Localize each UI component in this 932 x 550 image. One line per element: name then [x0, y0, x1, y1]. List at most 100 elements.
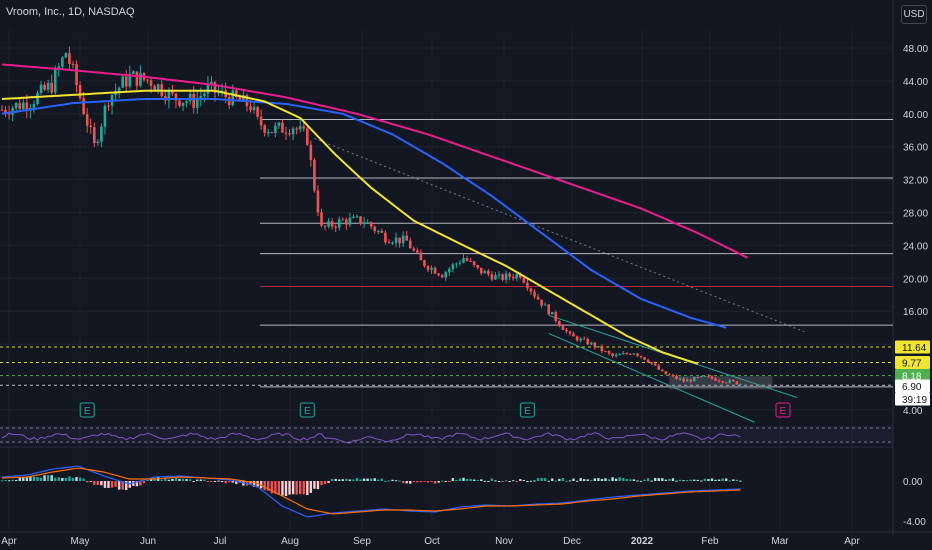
candle-body	[586, 338, 590, 345]
macd-histogram-bar	[433, 481, 437, 484]
candle-body	[373, 226, 377, 231]
candle-body	[682, 378, 685, 382]
macd-histogram-bar	[309, 481, 313, 493]
candle-body	[89, 125, 93, 128]
candle-body	[501, 274, 504, 280]
candle-body	[561, 325, 565, 330]
macd-histogram-bar	[291, 481, 295, 495]
dotted-trendline	[314, 138, 805, 333]
macd-histogram-bar	[682, 480, 685, 482]
candle-body	[526, 282, 529, 289]
candle-body	[685, 379, 689, 382]
macd-histogram-bar	[171, 478, 174, 481]
candle-body	[252, 107, 256, 111]
candle-body	[7, 112, 11, 115]
candle-body	[39, 84, 43, 93]
macd-histogram-bar	[86, 481, 89, 483]
candle-body	[320, 212, 323, 226]
candle-body	[646, 359, 650, 363]
candle-body	[543, 304, 547, 306]
macd-histogram-bar	[306, 481, 309, 496]
currency-button[interactable]: USD	[901, 5, 927, 24]
candle-body	[124, 76, 128, 87]
candle-body	[643, 357, 646, 360]
macd-histogram-bar	[338, 479, 341, 481]
macd-histogram-bar	[710, 478, 714, 481]
candle-body	[171, 90, 174, 94]
macd-histogram-bar	[643, 479, 646, 481]
macd-histogram-bar	[565, 480, 568, 482]
candle-body	[50, 82, 53, 93]
candle-body	[724, 382, 728, 384]
price-label: 39:19	[902, 395, 927, 406]
candle-body	[192, 93, 195, 108]
macd-histogram-bar	[646, 478, 650, 481]
macd-histogram-bar	[483, 480, 486, 482]
candle-body	[469, 260, 472, 262]
macd-histogram-bar	[561, 477, 565, 481]
candle-body	[266, 132, 270, 134]
candle-body	[366, 222, 369, 224]
macd-histogram-bar	[451, 478, 455, 481]
candle-body	[440, 275, 444, 278]
macd-histogram-bar	[554, 480, 557, 482]
candle-body	[380, 230, 384, 233]
candle-body	[668, 374, 671, 376]
candle-body	[483, 270, 487, 274]
macd-histogram-bar	[575, 480, 579, 482]
candle-body	[25, 102, 29, 111]
macd-histogram-bar	[370, 478, 373, 481]
candle-body	[689, 379, 692, 382]
price-label-bg	[895, 369, 930, 383]
candle-body	[458, 262, 462, 264]
macd-histogram-bar	[213, 481, 217, 482]
macd-histogram-bar	[536, 478, 540, 481]
candle-body	[497, 274, 501, 276]
macd-histogram-bar	[593, 478, 597, 481]
candle-body	[565, 329, 568, 332]
candle-body	[487, 270, 490, 275]
candle-body	[46, 82, 50, 90]
macd-histogram-bar	[181, 478, 185, 481]
candle-body	[128, 73, 132, 87]
candle-body	[703, 375, 707, 377]
x-tick-label: Apr	[1, 536, 17, 547]
candle-body	[235, 90, 238, 98]
y-tick-label: 40.00	[903, 110, 928, 121]
candle-body	[607, 351, 611, 354]
y-tick-label: 16.00	[903, 307, 928, 318]
ma20-line	[1, 89, 699, 365]
candle-body	[678, 378, 682, 380]
candle-body	[735, 381, 739, 385]
macd-histogram-bar	[501, 481, 504, 482]
candle-body	[462, 258, 465, 263]
candle-body	[540, 299, 543, 306]
macd-histogram-bar	[320, 481, 323, 486]
macd-histogram-bar	[661, 478, 664, 481]
macd-histogram-bar	[284, 481, 288, 497]
macd-histogram-bar	[50, 475, 53, 481]
rsi-band-fill	[0, 426, 893, 444]
candle-body	[629, 353, 632, 355]
candle-body	[558, 321, 561, 326]
macd-histogram-bar	[664, 479, 668, 481]
candle-body	[93, 127, 96, 144]
candle-body	[625, 353, 629, 355]
candle-body	[100, 126, 103, 142]
candle-body	[511, 276, 515, 279]
macd-histogram-bar	[192, 481, 195, 482]
macd-histogram-bar	[43, 475, 46, 481]
candle-body	[675, 375, 678, 379]
candle-body	[394, 237, 398, 243]
candle-body	[653, 363, 657, 366]
macd-histogram-bar	[4, 479, 7, 481]
macd-histogram-bar	[114, 481, 117, 487]
price-label: 11.64	[902, 343, 927, 354]
macd-histogram-bar	[75, 476, 78, 481]
macd-histogram-bar	[622, 478, 625, 481]
macd-histogram-bar	[597, 478, 600, 481]
candle-body	[132, 71, 135, 74]
macd-histogram-bar	[586, 479, 589, 481]
macd-histogram-bar	[707, 479, 710, 481]
